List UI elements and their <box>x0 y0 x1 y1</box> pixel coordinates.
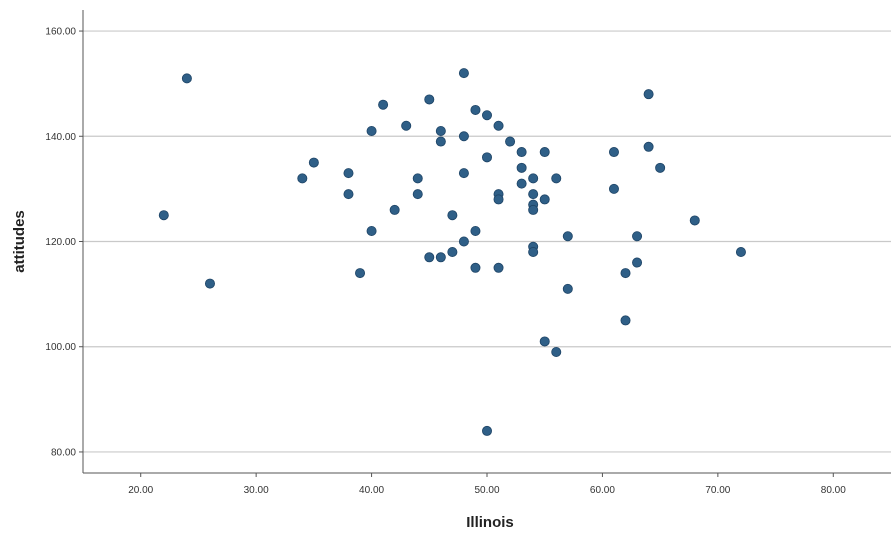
data-point-41 <box>528 189 539 200</box>
data-point-23 <box>458 131 469 142</box>
data-point-18 <box>435 136 446 147</box>
data-point-8 <box>366 126 377 137</box>
grid-lines <box>83 30 891 453</box>
data-point-31 <box>481 425 492 436</box>
data-point-12 <box>401 120 412 131</box>
data-point-19 <box>435 252 446 263</box>
data-point-59 <box>643 89 654 100</box>
data-point-35 <box>493 262 504 273</box>
data-point-6 <box>343 189 354 200</box>
data-point-29 <box>481 110 492 121</box>
data-point-26 <box>470 104 481 115</box>
data-point-39 <box>516 178 527 189</box>
data-point-13 <box>412 173 423 184</box>
data-point-60 <box>643 141 654 152</box>
data-points <box>158 68 746 436</box>
x-tick-label-0: 20.00 <box>128 485 153 496</box>
data-point-0 <box>158 210 169 221</box>
data-point-43 <box>528 204 539 215</box>
data-point-2 <box>204 278 215 289</box>
data-point-54 <box>608 183 619 194</box>
x-tick-label-2: 40.00 <box>359 485 384 496</box>
data-point-52 <box>562 283 573 294</box>
data-point-3 <box>297 173 308 184</box>
y-tick-label-4: 160.00 <box>45 27 76 38</box>
y-tick-labels: 80.00 100.00 120.00 140.00 160.00 <box>45 27 83 458</box>
x-tick-label-4: 60.00 <box>590 485 615 496</box>
data-point-22 <box>458 68 469 79</box>
data-point-57 <box>632 231 643 242</box>
data-point-9 <box>366 225 377 236</box>
data-point-61 <box>655 162 666 173</box>
data-point-51 <box>562 231 573 242</box>
data-point-49 <box>551 173 562 184</box>
data-point-14 <box>412 189 423 200</box>
x-axis-label: Illinois <box>466 514 514 531</box>
y-tick-label-3: 140.00 <box>45 132 76 143</box>
data-point-10 <box>378 99 389 110</box>
data-point-24 <box>458 168 469 179</box>
data-point-63 <box>735 247 746 258</box>
x-tick-label-6: 80.00 <box>821 485 846 496</box>
data-point-36 <box>505 136 516 147</box>
x-tick-labels: 20.00 30.00 40.00 50.00 60.00 70.00 80.00 <box>128 473 846 496</box>
data-point-15 <box>424 94 435 105</box>
data-point-34 <box>493 194 504 205</box>
data-point-46 <box>539 147 550 158</box>
data-point-48 <box>539 336 550 347</box>
data-point-37 <box>516 147 527 158</box>
data-point-7 <box>355 268 366 279</box>
data-point-11 <box>389 204 400 215</box>
y-tick-label-1: 100.00 <box>45 342 76 353</box>
data-point-53 <box>608 147 619 158</box>
y-tick-label-2: 120.00 <box>45 237 76 248</box>
data-point-62 <box>689 215 700 226</box>
data-point-45 <box>528 247 539 258</box>
data-point-40 <box>528 173 539 184</box>
data-point-21 <box>447 247 458 258</box>
data-point-30 <box>481 152 492 163</box>
data-point-50 <box>551 346 562 357</box>
x-tick-label-3: 50.00 <box>474 485 499 496</box>
data-point-56 <box>620 315 631 326</box>
data-point-5 <box>343 168 354 179</box>
data-point-1 <box>181 73 192 84</box>
data-point-55 <box>620 268 631 279</box>
data-point-28 <box>470 262 481 273</box>
data-point-58 <box>632 257 643 268</box>
data-point-32 <box>493 120 504 131</box>
data-point-47 <box>539 194 550 205</box>
y-axis-label: attitudes <box>11 210 28 273</box>
data-point-38 <box>516 162 527 173</box>
data-point-4 <box>308 157 319 168</box>
data-point-16 <box>424 252 435 263</box>
data-point-17 <box>435 126 446 137</box>
x-tick-label-1: 30.00 <box>244 485 269 496</box>
data-point-20 <box>447 210 458 221</box>
x-tick-label-5: 70.00 <box>705 485 730 496</box>
data-point-25 <box>458 236 469 247</box>
data-point-27 <box>470 225 481 236</box>
y-tick-label-0: 80.00 <box>51 447 76 458</box>
